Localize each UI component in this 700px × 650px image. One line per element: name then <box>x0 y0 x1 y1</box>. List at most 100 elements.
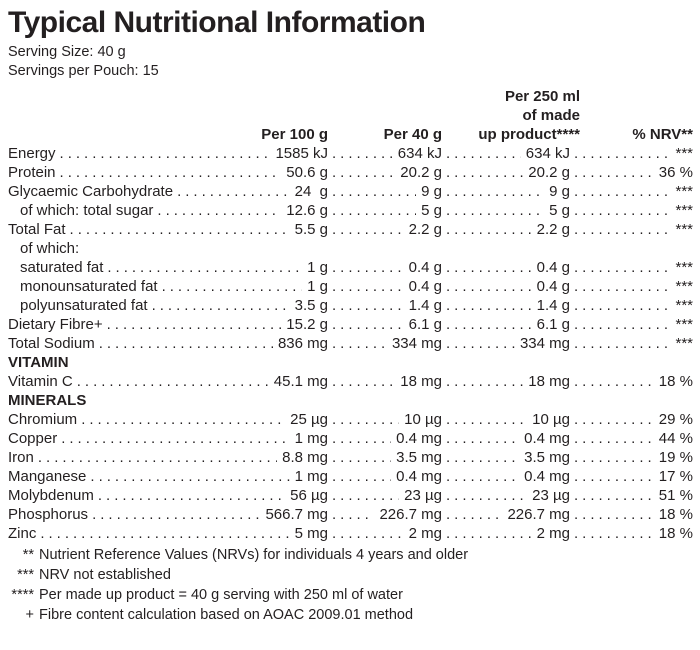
value-nrv: *** <box>675 183 693 200</box>
header-cell-per-250ml: of made <box>442 106 580 125</box>
dot-leader <box>103 258 302 277</box>
value-nrv: *** <box>675 259 693 276</box>
header-row-2: of made <box>8 106 693 125</box>
value-cell-per-40g: 2.2 g <box>328 220 442 239</box>
dot-leader <box>36 524 289 543</box>
dot-leader <box>442 258 532 277</box>
value-cell-per-250ml: 2.2 g <box>442 220 570 239</box>
value-cell-per-100g: 12.6 g <box>153 201 328 220</box>
dot-leader <box>88 505 260 524</box>
dot-leader <box>442 277 532 296</box>
footnote-marker: **** <box>11 587 34 603</box>
table-row: saturated fat 1 g 0.4 g 0.4 g *** <box>8 258 693 277</box>
dot-leader <box>73 372 269 391</box>
row-label: Iron <box>8 449 34 466</box>
row-label: of which: total sugar <box>20 202 154 219</box>
row-label: of which: <box>20 240 80 257</box>
value-per-40g: 0.4 g <box>408 259 442 276</box>
header-per-250ml-line1: Per 250 ml <box>504 88 580 105</box>
value-cell-nrv: *** <box>570 277 693 296</box>
value-nrv: 18 % <box>658 525 693 542</box>
dot-leader <box>442 467 519 486</box>
footnote-text: Fibre content calculation based on AOAC … <box>39 607 414 623</box>
header-row-1: Per 250 ml <box>8 87 693 106</box>
value-per-100g: 15.2 g <box>286 316 328 333</box>
value-cell-per-250ml: 10 µg <box>442 410 570 429</box>
dot-leader <box>57 429 289 448</box>
row-label: Glycaemic Carbohydrate <box>8 183 174 200</box>
value-per-100g: 5.5 g <box>294 221 328 238</box>
value-cell-per-100g: 1 mg <box>86 467 328 486</box>
dot-leader <box>328 334 387 353</box>
table-row: Molybdenum 56 µg 23 µg 23 µg 51 % <box>8 486 693 505</box>
row-label: Dietary Fibre+ <box>8 316 103 333</box>
header-per-250ml-line2: of made <box>522 107 580 124</box>
value-cell-per-100g: 15.2 g <box>103 315 328 334</box>
value-cell-per-250ml: 634 kJ <box>442 144 570 163</box>
value-cell-per-40g: 1.4 g <box>328 296 442 315</box>
value-cell-nrv: *** <box>570 315 693 334</box>
header-cell-per-40g: Per 40 g <box>383 126 442 143</box>
value-per-250ml: 10 µg <box>532 411 570 428</box>
dot-leader <box>56 163 282 182</box>
value-per-40g: 3.5 mg <box>396 449 442 466</box>
dot-leader <box>570 296 670 315</box>
serving-size-line: Serving Size: 40 g <box>8 44 126 60</box>
dot-leader <box>103 315 282 334</box>
dot-leader <box>328 372 395 391</box>
value-per-250ml: 0.4 mg <box>524 468 570 485</box>
value-per-40g: 20.2 g <box>400 164 442 181</box>
value-per-100g: 1 mg <box>294 430 328 447</box>
value-per-40g: 23 µg <box>404 487 442 504</box>
value-nrv: 18 % <box>658 373 693 390</box>
value-per-250ml: 226.7 mg <box>507 506 570 523</box>
value-cell-per-40g: 10 µg <box>328 410 442 429</box>
dot-leader <box>442 182 544 201</box>
value-per-250ml: 2.2 g <box>536 221 570 238</box>
value-cell-per-40g: 18 mg <box>328 372 442 391</box>
value-cell-per-100g: 25 µg <box>77 410 328 429</box>
value-nrv: 29 % <box>658 411 693 428</box>
table-row: monounsaturated fat 1 g 0.4 g 0.4 g *** <box>8 277 693 296</box>
dot-leader <box>328 448 391 467</box>
footnote-row: *** NRV not established <box>8 565 693 585</box>
table-row: Energy 1585 kJ 634 kJ 634 kJ *** <box>8 144 693 163</box>
value-cell-per-250ml: 9 g <box>442 182 570 201</box>
table-row: Zinc 5 mg 2 mg 2 mg 18 % <box>8 524 693 543</box>
value-per-100g: 5 mg <box>294 525 328 542</box>
value-cell-per-40g: 5 g <box>328 201 442 220</box>
value-cell-per-250ml: 0.4 mg <box>442 467 570 486</box>
value-cell-per-250ml: 3.5 mg <box>442 448 570 467</box>
row-label: Copper <box>8 430 58 447</box>
value-per-100g: 1 g <box>307 259 328 276</box>
dot-leader <box>442 296 532 315</box>
dot-leader <box>570 410 654 429</box>
dot-leader <box>570 201 670 220</box>
value-cell-nrv: *** <box>570 296 693 315</box>
value-per-40g: 1.4 g <box>408 297 442 314</box>
dot-leader <box>328 315 404 334</box>
row-label: Chromium <box>8 411 78 428</box>
header-cell-per-250ml: Per 250 ml <box>442 87 580 106</box>
value-cell-per-40g: 23 µg <box>328 486 442 505</box>
value-per-100g: 836 mg <box>277 335 328 352</box>
value-cell-nrv: 17 % <box>570 467 693 486</box>
footnote-text: Nutrient Reference Values (NRVs) for ind… <box>39 547 469 563</box>
page-title: Typical Nutritional Information <box>8 6 426 39</box>
value-cell-per-100g: 8.8 mg <box>34 448 328 467</box>
value-cell-per-250ml: 334 mg <box>442 334 570 353</box>
dot-leader <box>173 182 290 201</box>
row-label: Phosphorus <box>8 506 89 523</box>
dot-leader <box>442 144 521 163</box>
value-nrv: 19 % <box>658 449 693 466</box>
value-cell-per-40g: 9 g <box>328 182 442 201</box>
value-cell-per-100g: 1 mg <box>57 429 328 448</box>
subheading-row: of which: <box>8 239 693 258</box>
dot-leader <box>328 258 404 277</box>
value-per-250ml: 9 g <box>549 183 570 200</box>
value-cell-per-40g: 334 mg <box>328 334 442 353</box>
row-label: saturated fat <box>20 259 104 276</box>
dot-leader <box>328 182 416 201</box>
dot-leader <box>95 334 273 353</box>
footnote-marker: + <box>25 607 34 623</box>
